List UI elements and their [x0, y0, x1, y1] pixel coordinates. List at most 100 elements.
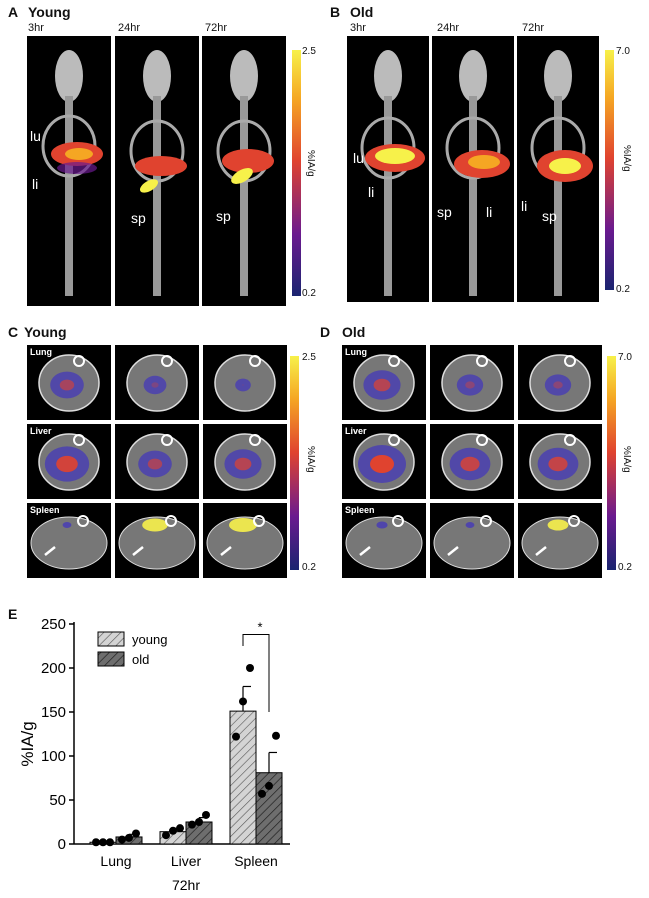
y-tick-label: 50 [49, 792, 66, 809]
ct-slice-image: Spleen [342, 503, 426, 578]
data-point [162, 831, 170, 840]
data-point [232, 732, 240, 741]
data-point [246, 664, 254, 672]
panel-d-colorbar-label: %IA/g [621, 446, 632, 473]
ct-slice-image: Liver [342, 424, 426, 499]
y-tick-label: 200 [41, 660, 66, 677]
ct-slice-image [518, 345, 602, 420]
panel-a-title: Young [28, 4, 71, 20]
young-24hr-scan-image [115, 36, 199, 306]
ct-slice-image: Lung [27, 345, 111, 420]
ct-row-label: Liver [30, 426, 52, 436]
data-point [239, 697, 247, 706]
young-3hr-scan-image [27, 36, 111, 306]
ct-slice-image [115, 503, 199, 578]
data-point [92, 838, 100, 847]
legend-swatch-old [97, 651, 125, 667]
panel-b-title: Old [350, 4, 374, 20]
significance-bracket [242, 634, 270, 712]
ct-slice-image [430, 503, 514, 578]
panel-b-time-1: 3hr [350, 22, 366, 34]
ct-row-label: Spleen [30, 505, 60, 515]
panel-b-time-2: 24hr [437, 22, 460, 34]
old-3hr-scan-image [347, 36, 429, 302]
y-tick-label: 250 [41, 616, 66, 633]
panel-d-colorbar-max: 7.0 [618, 352, 632, 363]
ct-row-label: Spleen [345, 505, 375, 515]
ct-slice-image [518, 503, 602, 578]
panel-e-letter: E [8, 606, 18, 622]
panel-b-colorbar-label: %IA/g [621, 145, 632, 172]
data-point [132, 829, 140, 838]
y-tick-label: 100 [41, 748, 66, 765]
data-point [188, 820, 196, 829]
panel-c-letter: C [8, 324, 19, 340]
panel-a-time-1: 3hr [28, 22, 44, 34]
old-72hr-scan-image [517, 36, 599, 302]
x-tick-label: Liver [171, 853, 202, 869]
x-axis-label: 72hr [172, 877, 200, 893]
data-point [169, 826, 177, 835]
panel-a-colorbar-min: 0.2 [302, 288, 316, 299]
bar-chart: 0 50 100 150 200 250 Lung Liver Spleen * young ol… [18, 616, 290, 893]
ct-row-label: Liver [345, 426, 367, 436]
data-point [258, 789, 266, 798]
y-tick-label: 0 [58, 836, 66, 853]
ct-slice-image [430, 424, 514, 499]
label-lu: lu [30, 128, 41, 144]
ct-slice-image [115, 345, 199, 420]
label-sp: sp [542, 208, 557, 224]
ct-row-label: Lung [345, 347, 367, 357]
x-tick-label: Lung [100, 853, 131, 869]
panel-d-letter: D [320, 324, 331, 340]
panel-c-colorbar-label: %IA/g [305, 446, 316, 473]
data-point [125, 833, 133, 842]
panel-a-time-2: 24hr [118, 22, 141, 34]
label-lu: lu [353, 150, 364, 166]
panel-b-letter: B [330, 4, 341, 20]
data-point [265, 781, 273, 790]
panel-b-time-3: 72hr [522, 22, 545, 34]
panel-b-colorbar-max: 7.0 [616, 46, 630, 57]
data-point [176, 824, 184, 833]
panel-c-title: Young [24, 324, 67, 340]
data-point [272, 731, 280, 740]
panel-d-colorbar-min: 0.2 [618, 562, 632, 573]
ct-slice-image: Spleen [27, 503, 111, 578]
legend-label-old: old [132, 652, 149, 667]
panel-a-colorbar [292, 50, 301, 296]
old-24hr-scan-image [432, 36, 514, 302]
panel-d-title: Old [342, 324, 366, 340]
data-point [106, 838, 114, 847]
label-li: li [521, 198, 528, 214]
ct-slice-image: Liver [27, 424, 111, 499]
panel-b-colorbar [605, 50, 614, 290]
panel-c-colorbar-min: 0.2 [302, 562, 316, 573]
ct-slice-image [518, 424, 602, 499]
panel-c-colorbar-max: 2.5 [302, 352, 316, 363]
panel-a-colorbar-max: 2.5 [302, 46, 316, 57]
significance-marker: * [257, 620, 262, 635]
label-li: li [486, 204, 493, 220]
ct-slice-image [115, 424, 199, 499]
label-li: li [32, 176, 39, 192]
ct-slice-image: Lung [342, 345, 426, 420]
bar-young [229, 710, 257, 845]
label-sp: sp [216, 208, 231, 224]
data-point [99, 838, 107, 847]
label-sp: sp [437, 204, 452, 220]
ct-slice-image [203, 345, 287, 420]
panel-b-colorbar-min: 0.2 [616, 284, 630, 295]
ct-slice-image [203, 424, 287, 499]
ct-row-label: Lung [30, 347, 52, 357]
data-point [118, 835, 126, 844]
panel-d-colorbar [607, 356, 616, 570]
x-tick-label: Spleen [234, 853, 278, 869]
panel-a-colorbar-label: %IA/g [305, 150, 316, 177]
data-point [202, 810, 210, 819]
y-tick-label: 150 [41, 704, 66, 721]
data-point [195, 818, 203, 826]
label-sp: sp [131, 210, 146, 226]
young-72hr-scan-image [202, 36, 286, 306]
y-axis-label: %IA/g [18, 721, 37, 766]
